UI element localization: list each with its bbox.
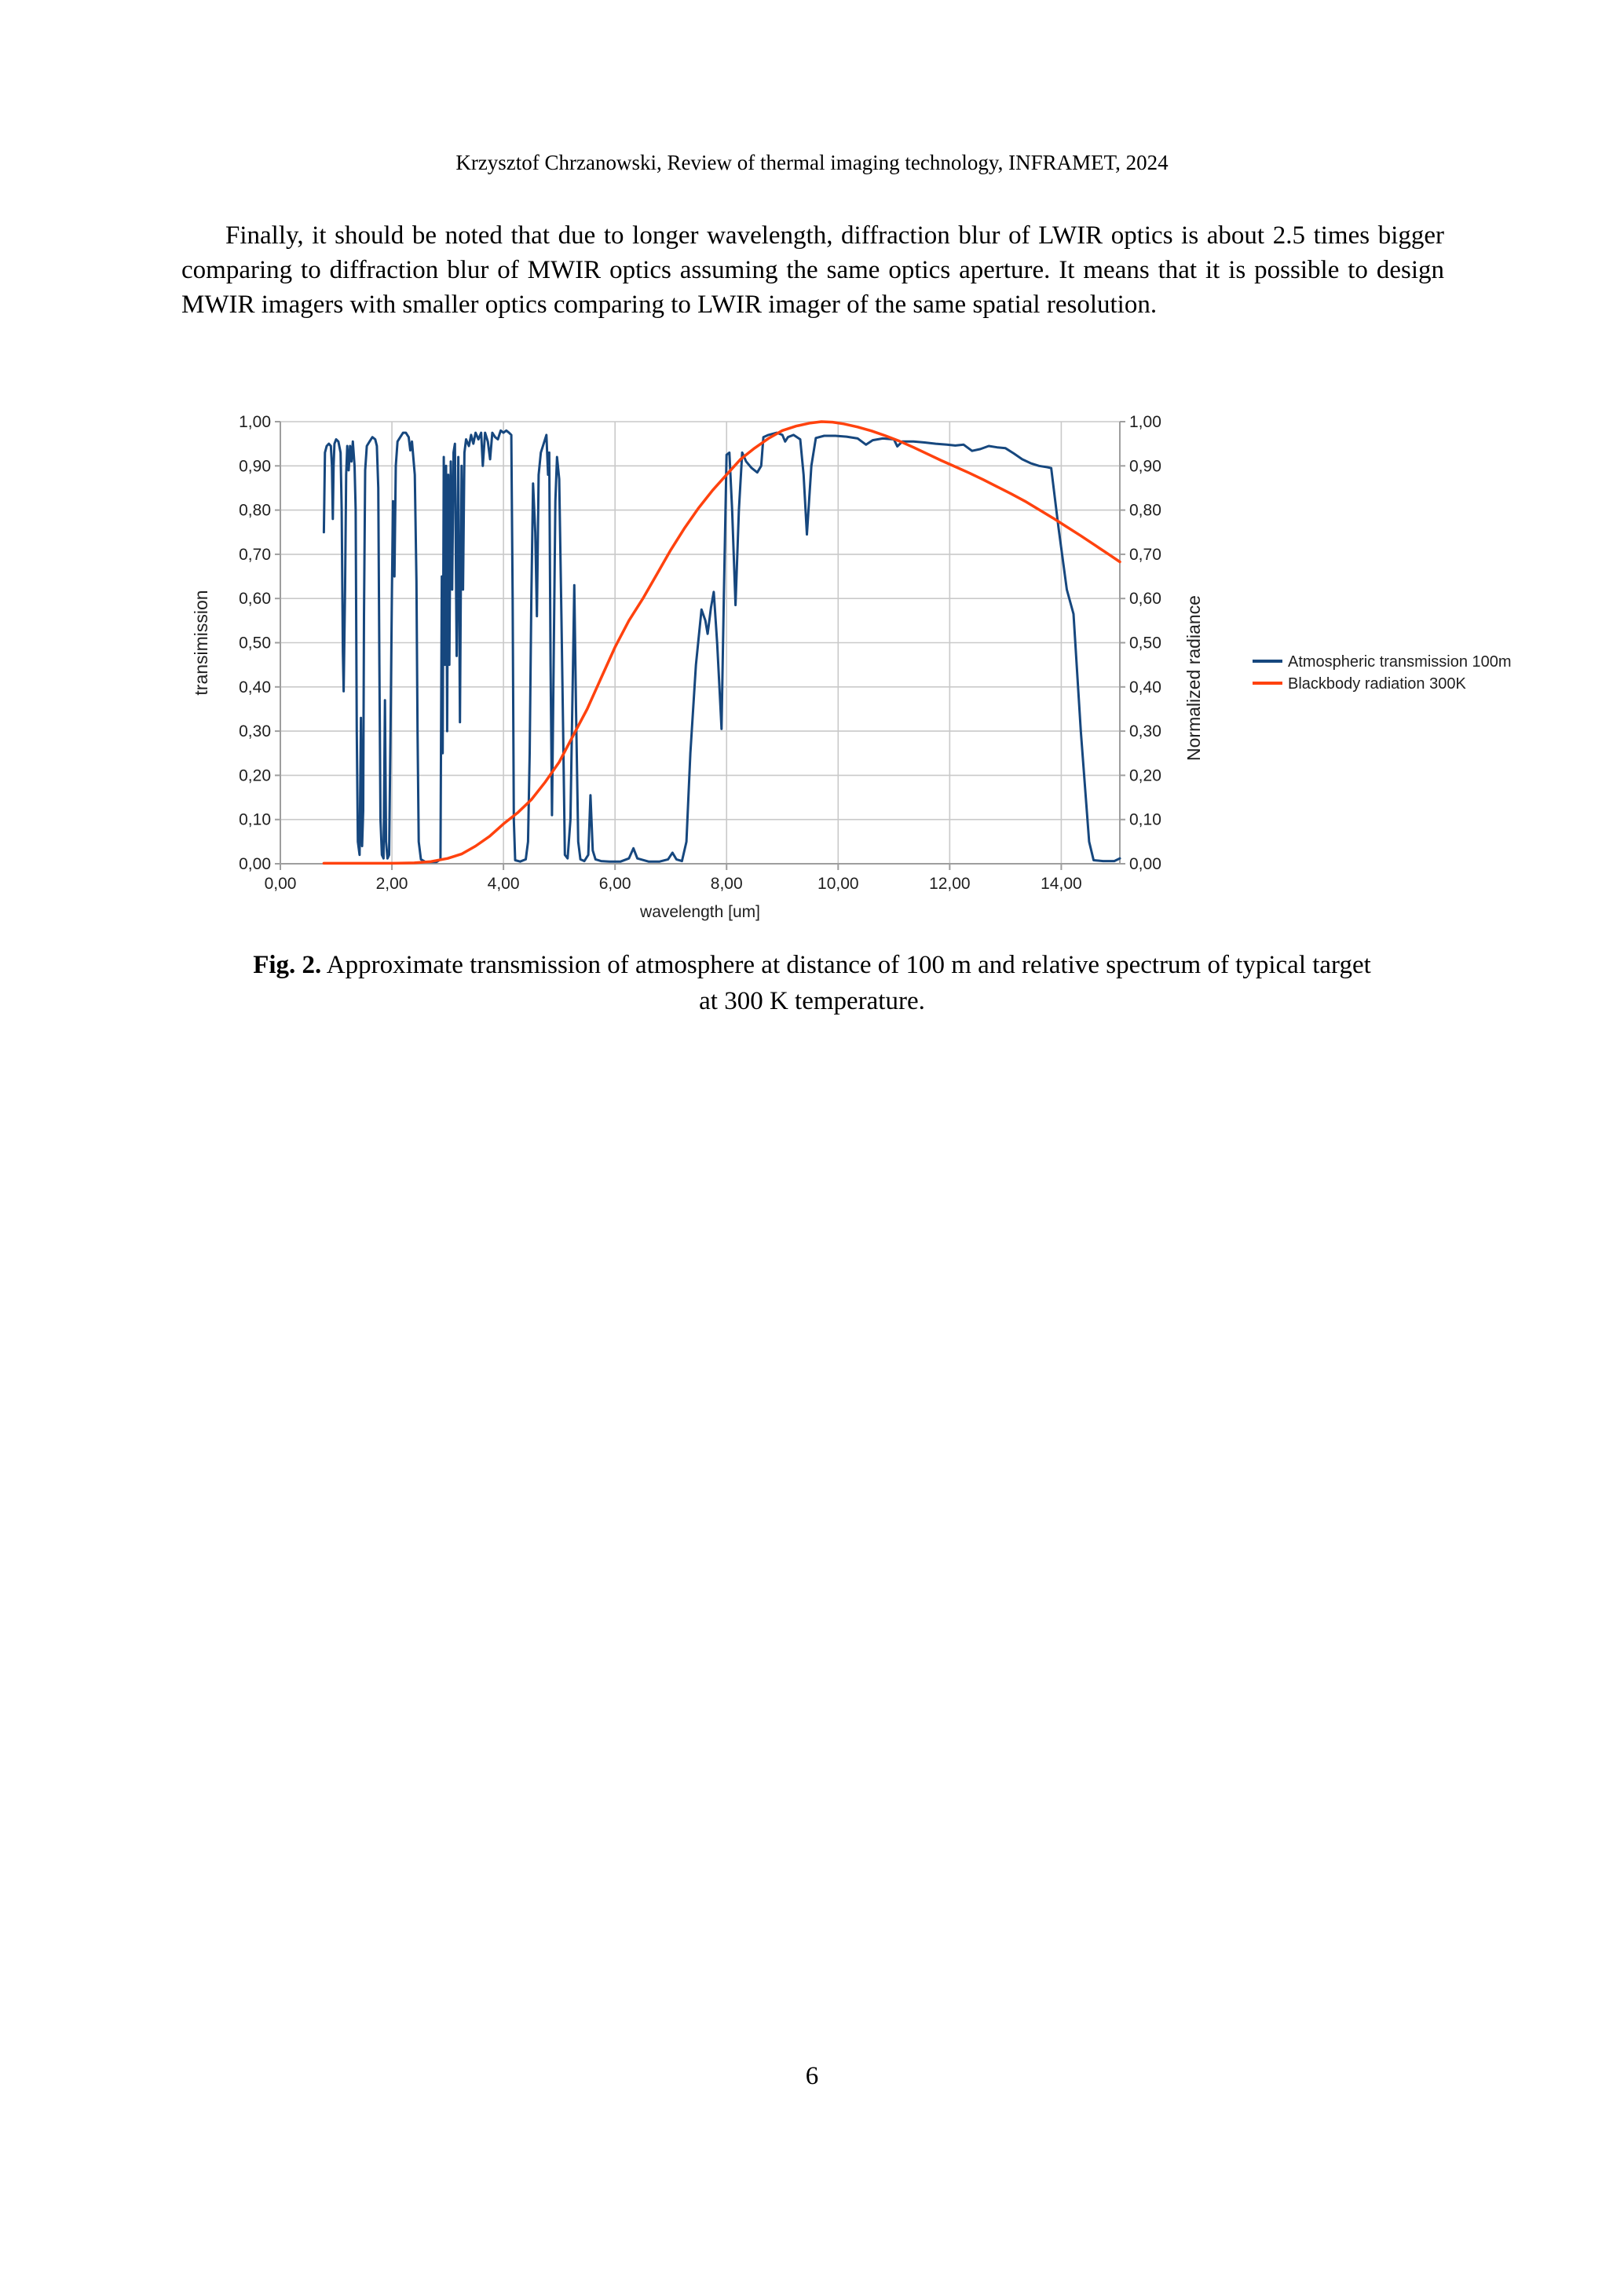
figure-2-chart: 0,00 2,00 4,00 6,00 8,00 10,00 12,00 14,00 0,00 0…	[188, 408, 1547, 927]
y-tick-label-left: 0,80	[239, 502, 271, 520]
series-line-0	[322, 429, 1121, 864]
y-axis-title-right: Normalized radiance	[1183, 595, 1204, 761]
x-tick-label: 10,00	[817, 875, 859, 893]
y-tick-label-right: 1,00	[1129, 413, 1161, 431]
y-tick-label-right: 0,20	[1129, 766, 1161, 784]
y-tick-label-left: 0,30	[239, 722, 271, 740]
series-line-1	[322, 420, 1121, 865]
y-tick-label-right: 0,80	[1129, 502, 1161, 520]
y-tick-label-left: 0,50	[239, 634, 271, 653]
x-tick-label: 4,00	[488, 875, 520, 893]
x-tick-label: 2,00	[376, 875, 408, 893]
y-tick-label-left: 0,60	[239, 590, 271, 608]
legend-label-1: Blackbody radiation 300K	[1288, 675, 1466, 693]
y-tick-label-right: 0,40	[1129, 678, 1161, 696]
page-number: 6	[805, 2062, 819, 2090]
y-tick-label-right: 0,00	[1129, 855, 1161, 873]
x-tick-label: 12,00	[929, 875, 971, 893]
y-tick-label-left: 0,40	[239, 678, 271, 696]
x-tick-label: 6,00	[599, 875, 631, 893]
y-tick-label-right: 0,10	[1129, 811, 1161, 829]
y-tick-label-left: 1,00	[239, 413, 271, 431]
x-tick-label: 8,00	[711, 875, 743, 893]
body-paragraph: Finally, it should be noted that due to …	[181, 221, 1444, 319]
figure-caption-text: Approximate transmission of atmosphere a…	[326, 951, 1371, 979]
y-tick-label-left: 0,10	[239, 811, 271, 829]
figure-caption-text-line2: at 300 K temperature.	[699, 987, 925, 1015]
figure-caption: Fig. 2. Approximate transmission of atmo…	[181, 947, 1443, 1019]
y-tick-label-right: 0,70	[1129, 546, 1161, 564]
y-tick-label-right: 0,90	[1129, 457, 1161, 475]
y-axis-title-left: transimission	[191, 590, 211, 695]
chart-svg: 0,00 2,00 4,00 6,00 8,00 10,00 12,00 14,00 0,00 0…	[191, 413, 1512, 921]
figure-caption-label: Fig. 2.	[253, 951, 322, 979]
y-tick-label-left: 0,00	[239, 855, 271, 873]
paper-header: Krzysztof Chrzanowski, Review of thermal…	[455, 151, 1169, 174]
y-tick-label-left: 0,90	[239, 457, 271, 475]
y-tick-label-right: 0,60	[1129, 590, 1161, 608]
x-tick-label: 0,00	[265, 875, 297, 893]
x-axis-title: wavelength [um]	[639, 903, 760, 921]
legend-label-0: Atmospheric transmission 100m	[1288, 653, 1512, 671]
y-tick-label-right: 0,30	[1129, 722, 1161, 740]
y-tick-label-left: 0,20	[239, 766, 271, 784]
x-tick-label: 14,00	[1041, 875, 1082, 893]
y-tick-label-left: 0,70	[239, 546, 271, 564]
y-tick-label-right: 0,50	[1129, 634, 1161, 653]
